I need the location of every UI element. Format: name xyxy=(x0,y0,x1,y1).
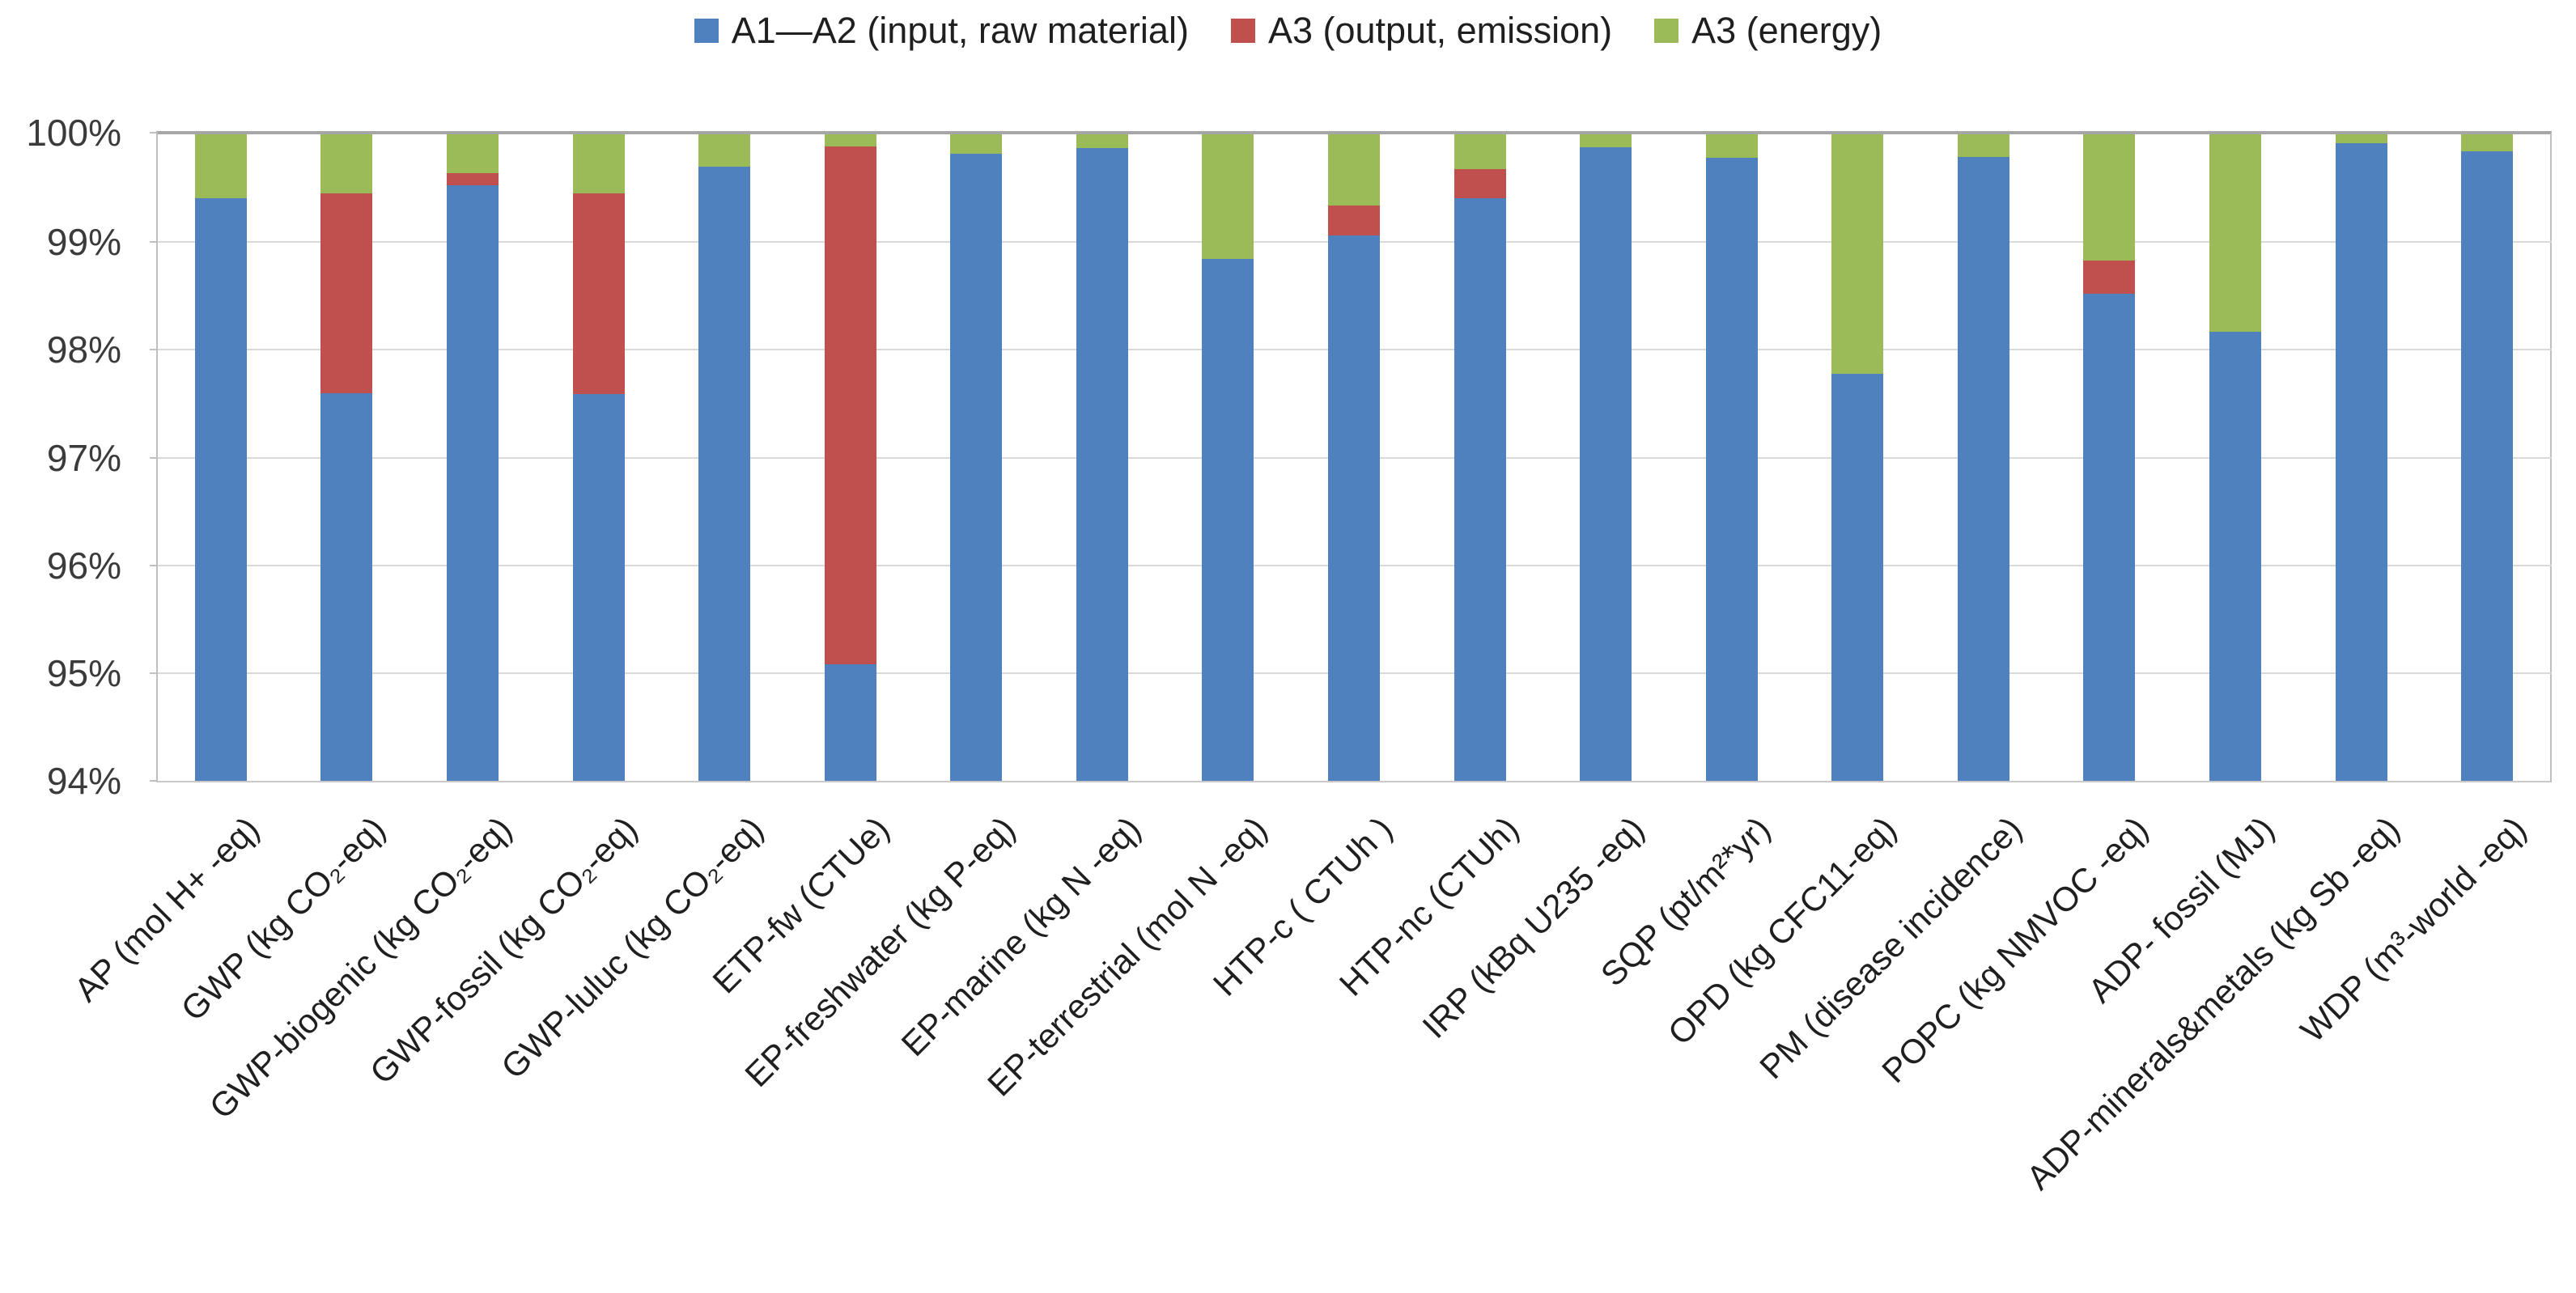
bar-gwp xyxy=(320,134,373,781)
bar-segment-series1 xyxy=(1328,205,1380,236)
legend: A1—A2 (input, raw material) A3 (output, … xyxy=(0,5,2576,57)
bar-segment-series0 xyxy=(1076,148,1128,781)
legend-item-a3-emission: A3 (output, emission) xyxy=(1230,10,1613,52)
bar-etp-fw xyxy=(824,134,876,781)
bar-segment-series0 xyxy=(2461,151,2514,781)
y-axis-tick xyxy=(150,564,158,566)
bar-opd xyxy=(1831,134,1884,781)
plot-area: 100% 99% 98% 97% 96% 95% 94% AP (mol H+ -eq) GW… xyxy=(26,114,2552,1197)
bar-segment-series2 xyxy=(950,134,1003,154)
bar-segment-series0 xyxy=(1328,235,1380,781)
y-axis-label: 97% xyxy=(46,436,121,479)
y-axis-label: 96% xyxy=(46,544,121,587)
bar-segment-series2 xyxy=(1328,134,1380,206)
bar-segment-series2 xyxy=(2461,134,2514,152)
bar-segment-series0 xyxy=(1202,259,1254,781)
bar-segment-series0 xyxy=(2083,294,2136,781)
y-axis-tick xyxy=(150,672,158,674)
bar-ap xyxy=(194,134,247,781)
bar-gwp-biogenic xyxy=(446,134,499,781)
legend-swatch-a3-energy xyxy=(1654,19,1679,43)
bar-ep-terrestrial xyxy=(1202,134,1254,781)
bar-segment-series2 xyxy=(824,134,876,146)
bar-htp-c xyxy=(1328,134,1380,781)
bar-segment-series0 xyxy=(1580,146,1632,781)
bar-ep-marine xyxy=(1076,134,1128,781)
bar-segment-series2 xyxy=(572,134,625,194)
bar-adp- xyxy=(2209,134,2262,781)
bar-segment-series2 xyxy=(1580,134,1632,147)
legend-label-a1-a2: A1—A2 (input, raw material) xyxy=(731,10,1189,51)
bar-irp xyxy=(1580,134,1632,781)
bar-segment-series1 xyxy=(1454,168,1506,198)
bar-htp-nc xyxy=(1454,134,1506,781)
bar-segment-series2 xyxy=(2209,134,2262,332)
y-axis-label: 98% xyxy=(46,329,121,371)
bar-segment-series1 xyxy=(572,193,625,394)
bar-segment-series2 xyxy=(2083,134,2136,261)
bar-segment-series2 xyxy=(446,134,499,173)
legend-label-a3-energy: A3 (energy) xyxy=(1691,10,1882,51)
bar-segment-series2 xyxy=(1957,134,2009,157)
bar-segment-series0 xyxy=(698,166,751,781)
legend-item-a1-a2: A1—A2 (input, raw material) xyxy=(694,10,1189,52)
y-axis-label: 95% xyxy=(46,651,121,694)
bar-segment-series0 xyxy=(2335,142,2387,781)
legend-item-a3-energy: A3 (energy) xyxy=(1654,10,1882,52)
y-axis-label: 99% xyxy=(46,221,121,264)
x-axis-label: PM (disease incidence) xyxy=(1752,809,2030,1087)
bar-segment-series0 xyxy=(1705,158,1758,781)
x-axis-label: IRP (kBq U235 -eq) xyxy=(1415,809,1652,1046)
y-axis-tick xyxy=(150,456,158,459)
y-axis-tick xyxy=(150,132,158,134)
bar-segment-series0 xyxy=(446,184,499,781)
bar-sqp xyxy=(1705,134,1758,781)
bar-segment-series2 xyxy=(1202,134,1254,260)
bar-pm xyxy=(1957,134,2009,781)
bar-segment-series2 xyxy=(1705,134,1758,159)
bar-ep-freshwater xyxy=(950,134,1003,781)
bar-segment-series0 xyxy=(1831,373,1884,781)
bar-segment-series0 xyxy=(572,393,625,781)
x-axis-label: EP-marine (kg N -eq) xyxy=(893,809,1148,1064)
bar-segment-series0 xyxy=(320,392,373,781)
legend-label-a3-emission: A3 (output, emission) xyxy=(1267,10,1613,51)
legend-swatch-a3-emission xyxy=(1230,19,1255,43)
bar-segment-series0 xyxy=(950,153,1003,781)
legend-swatch-a1-a2 xyxy=(694,19,719,43)
y-axis-label: 100% xyxy=(26,112,121,154)
bar-segment-series2 xyxy=(2335,134,2387,143)
y-axis-label: 94% xyxy=(46,760,121,802)
bar-segment-series1 xyxy=(824,146,876,665)
bar-segment-series1 xyxy=(320,193,373,393)
y-axis-tick xyxy=(150,349,158,351)
bar-segment-series1 xyxy=(2083,260,2136,295)
bar-segment-series2 xyxy=(320,134,373,194)
bar-segment-series2 xyxy=(1454,134,1506,169)
bar-segment-series0 xyxy=(1957,156,2009,781)
bar-segment-series2 xyxy=(698,134,751,167)
x-axis-label: OPD (kg CFC11-eq) xyxy=(1660,809,1903,1053)
y-axis-tick xyxy=(150,241,158,244)
bar-segment-series0 xyxy=(2209,331,2262,781)
bar-segment-series2 xyxy=(1076,134,1128,149)
bar-segment-series0 xyxy=(194,197,247,781)
bar-segment-series1 xyxy=(446,172,499,185)
bar-segment-series0 xyxy=(824,664,876,781)
x-axis-label: WDP (m³-world -eq) xyxy=(2293,809,2533,1049)
bar-gwp-luluc xyxy=(698,134,751,781)
y-axis-tick xyxy=(150,780,158,782)
bar-segment-series2 xyxy=(1831,134,1884,374)
bar-wdp xyxy=(2461,134,2514,781)
bar-popc xyxy=(2083,134,2136,781)
x-axis-label: GWP-luluc (kg CO₂-eq) xyxy=(493,809,770,1087)
bar-adp-minerals&metals xyxy=(2335,134,2387,781)
bar-segment-series0 xyxy=(1454,197,1506,781)
bar-segment-series2 xyxy=(194,134,247,198)
bar-gwp-fossil xyxy=(572,134,625,781)
